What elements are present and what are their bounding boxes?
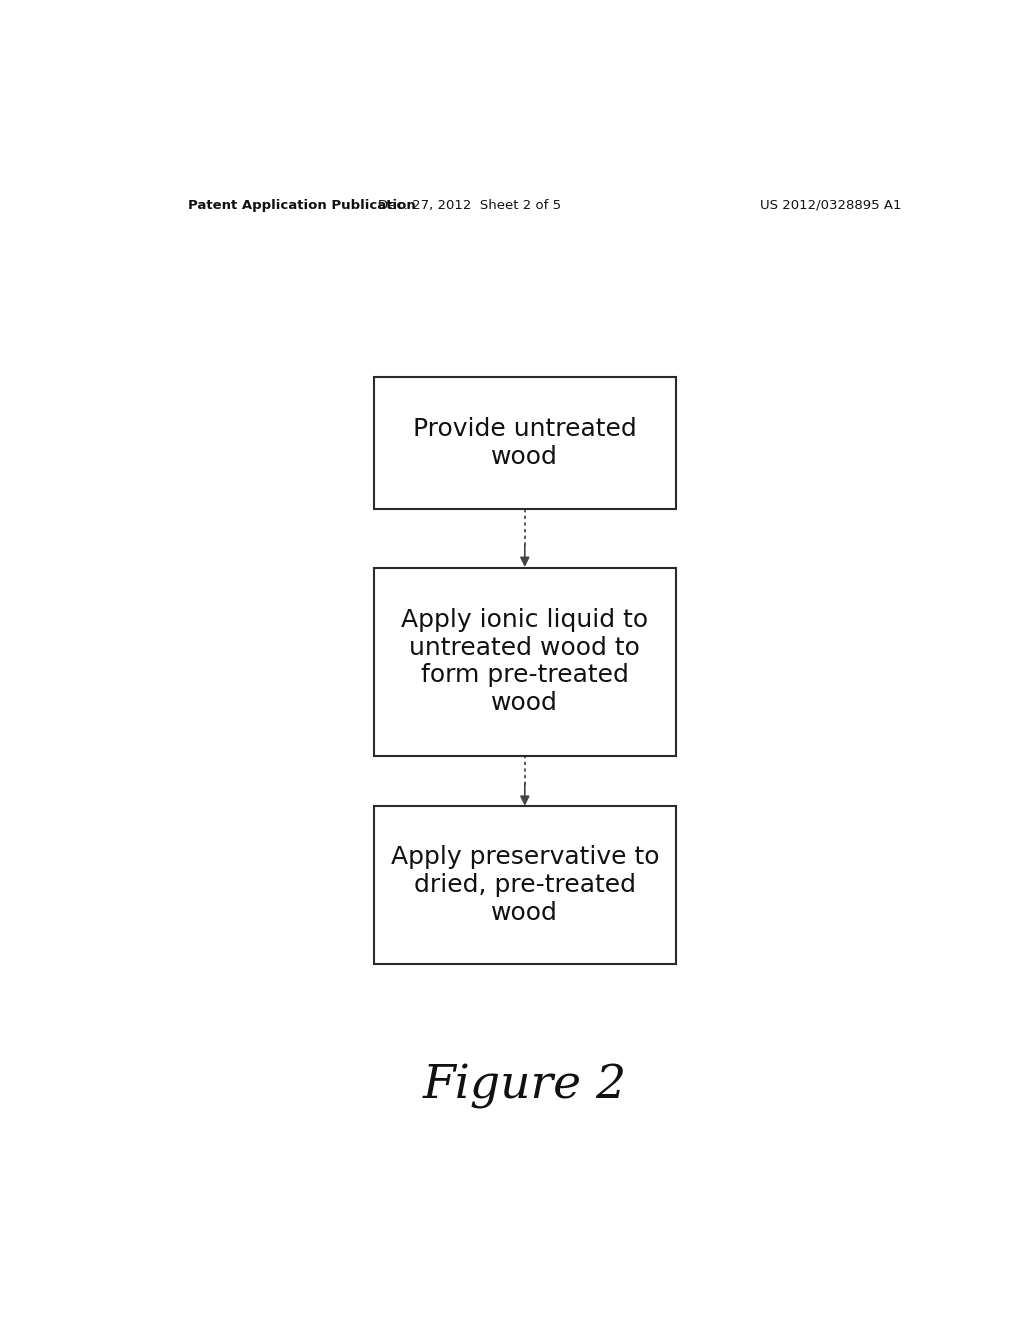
Text: Provide untreated
wood: Provide untreated wood xyxy=(413,417,637,469)
Bar xyxy=(374,807,676,964)
Text: Apply preservative to
dried, pre-treated
wood: Apply preservative to dried, pre-treated… xyxy=(390,845,659,925)
Text: Figure 2: Figure 2 xyxy=(423,1064,627,1109)
Text: Apply ionic liquid to
untreated wood to
form pre-treated
wood: Apply ionic liquid to untreated wood to … xyxy=(401,607,648,715)
Bar xyxy=(374,568,676,755)
Text: Dec. 27, 2012  Sheet 2 of 5: Dec. 27, 2012 Sheet 2 of 5 xyxy=(378,198,561,211)
Bar xyxy=(374,378,676,510)
Text: US 2012/0328895 A1: US 2012/0328895 A1 xyxy=(760,198,901,211)
Text: Patent Application Publication: Patent Application Publication xyxy=(187,198,416,211)
